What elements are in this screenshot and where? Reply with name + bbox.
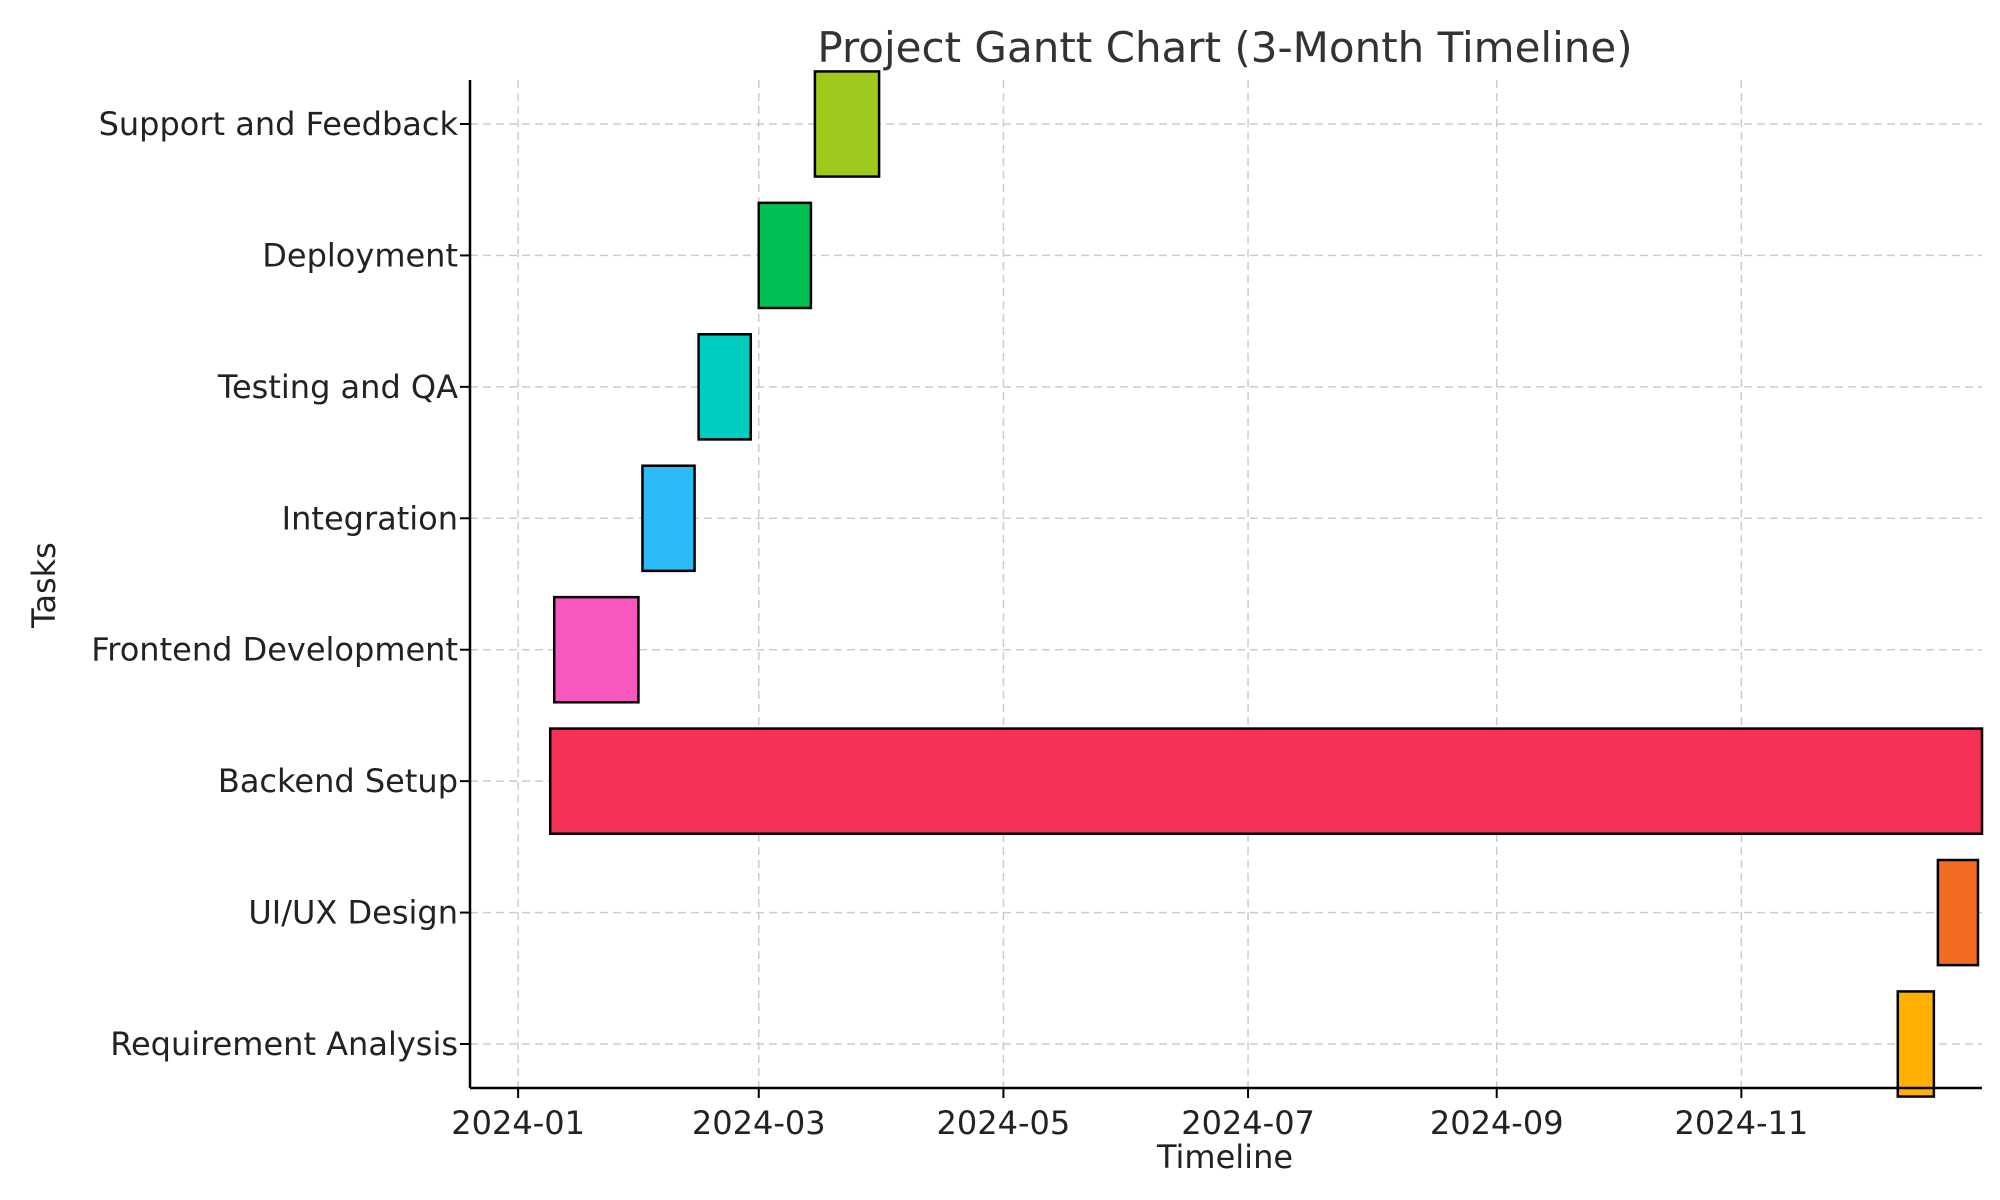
tick-layer: 2024-01 2024-03 2024-05 2024-07 2024-09 2024-… xyxy=(91,105,1808,1142)
bar-layer xyxy=(548,70,1984,1098)
axis-layer xyxy=(468,80,1982,1090)
y-tick-label: Deployment xyxy=(262,236,458,274)
gantt-bar xyxy=(548,727,1984,835)
y-tick-label: Backend Setup xyxy=(218,762,458,800)
gantt-bar xyxy=(641,464,696,573)
y-tick-label: Requirement Analysis xyxy=(110,1025,458,1063)
x-tick-label: 2024-03 xyxy=(692,1104,826,1142)
x-tick-label: 2024-07 xyxy=(1181,1104,1315,1142)
gantt-bar xyxy=(1936,858,1980,967)
gantt-bar xyxy=(813,70,881,178)
y-tick-label: Frontend Development xyxy=(91,631,458,669)
y-tick-label: Testing and QA xyxy=(217,368,458,406)
chart-title: Project Gantt Chart (3-Month Timeline) xyxy=(817,23,1632,72)
x-tick-label: 2024-11 xyxy=(1675,1104,1809,1142)
gantt-bar xyxy=(1896,990,1936,1098)
gantt-bar xyxy=(757,201,813,310)
x-tick-label: 2024-09 xyxy=(1430,1104,1564,1142)
y-axis-label: Tasks xyxy=(25,542,63,629)
y-tick-label: UI/UX Design xyxy=(248,894,458,932)
y-tick-label: Support and Feedback xyxy=(99,105,459,143)
grid-layer xyxy=(470,80,1982,1088)
gantt-bar xyxy=(697,333,752,441)
gantt-bar xyxy=(552,595,640,704)
x-tick-label: 2024-01 xyxy=(451,1104,585,1142)
x-axis-label: Timeline xyxy=(1156,1138,1293,1176)
y-tick-label: Integration xyxy=(282,499,458,537)
x-tick-label: 2024-05 xyxy=(937,1104,1071,1142)
